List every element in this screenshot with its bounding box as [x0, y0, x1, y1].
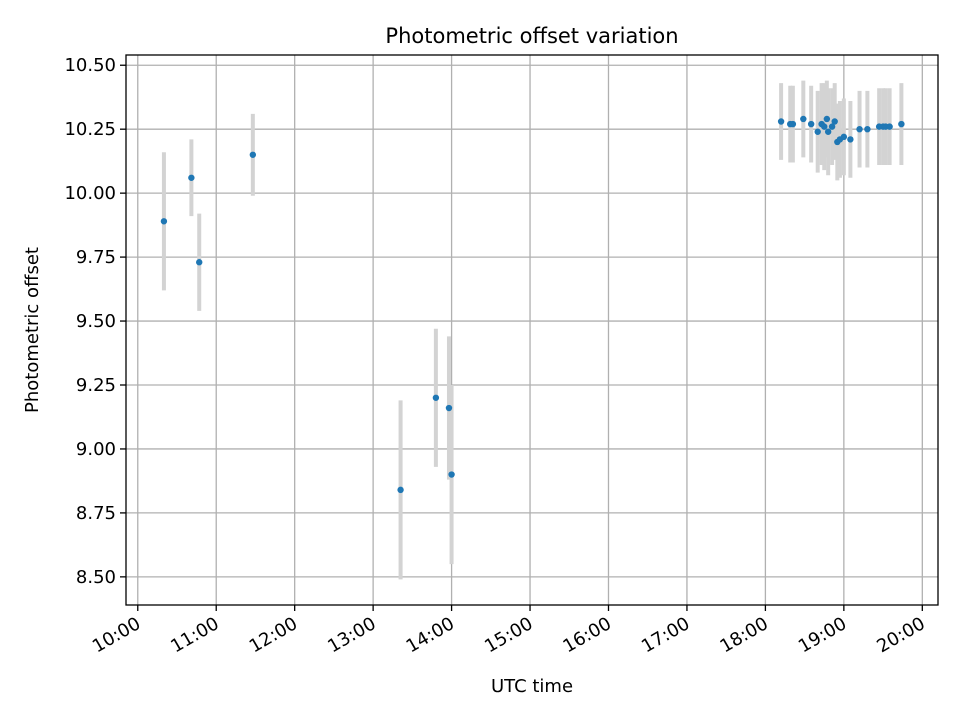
data-points: [160, 115, 905, 494]
x-axis-title: UTC time: [491, 676, 573, 697]
data-point: [823, 115, 831, 123]
x-tick-label: 12:00: [246, 613, 301, 657]
x-tick-label: 14:00: [403, 613, 458, 657]
data-point: [847, 136, 854, 143]
data-point: [831, 118, 838, 125]
data-point: [886, 123, 893, 130]
plot-area-frame: [125, 54, 939, 606]
y-tick-label: 10.25: [64, 119, 116, 140]
data-point: [777, 118, 785, 125]
grid: [126, 55, 938, 605]
x-tick-label: 15:00: [481, 613, 536, 657]
x-tick-label: 20:00: [873, 613, 928, 657]
data-point: [789, 120, 797, 128]
data-point: [448, 471, 455, 478]
y-tick-label: 8.75: [76, 503, 116, 524]
data-point: [249, 151, 257, 158]
data-point: [821, 123, 828, 130]
data-point: [445, 404, 453, 412]
error-bars: [161, 80, 904, 580]
y-axis-ticks: 8.50 8.75 9.00 9.25 9.50 9.75 10.00 10.25 10.50: [64, 55, 126, 588]
chart-title: Photometric offset variation: [385, 24, 678, 48]
data-point: [864, 125, 871, 133]
data-point: [828, 123, 836, 130]
y-tick-label: 9.25: [76, 375, 116, 396]
y-tick-label: 9.50: [76, 311, 116, 332]
data-point: [800, 115, 807, 123]
x-tick-label: 19:00: [795, 613, 850, 657]
x-tick-label: 16:00: [560, 613, 615, 657]
data-point: [160, 218, 168, 225]
data-point: [196, 259, 203, 266]
x-tick-label: 11:00: [167, 613, 222, 657]
data-point: [856, 125, 863, 133]
y-tick-label: 8.50: [76, 567, 116, 588]
data-point: [432, 394, 440, 401]
data-point: [814, 128, 821, 135]
data-point: [898, 120, 905, 128]
data-point: [188, 174, 195, 181]
y-tick-label: 10.50: [64, 55, 116, 76]
data-point: [840, 133, 848, 141]
x-tick-label: 13:00: [324, 613, 379, 657]
data-point: [397, 486, 404, 494]
data-point: [807, 120, 815, 128]
x-tick-label: 18:00: [716, 613, 771, 657]
x-tick-label: 10:00: [89, 613, 144, 657]
data-point: [824, 128, 832, 135]
y-tick-label: 9.00: [76, 439, 116, 460]
y-axis-title: Photometric offset: [22, 247, 43, 413]
y-tick-label: 10.00: [64, 183, 116, 204]
x-axis-ticks: 10:00 11:00 12:00 13:00 14:00 15:00 16:00 17:00…: [89, 605, 929, 657]
x-tick-label: 17:00: [638, 613, 693, 657]
y-tick-label: 9.75: [76, 247, 116, 268]
